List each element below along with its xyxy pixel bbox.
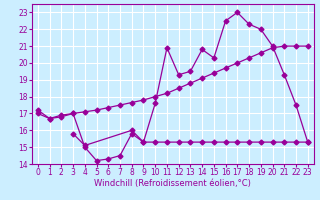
X-axis label: Windchill (Refroidissement éolien,°C): Windchill (Refroidissement éolien,°C) xyxy=(94,179,251,188)
